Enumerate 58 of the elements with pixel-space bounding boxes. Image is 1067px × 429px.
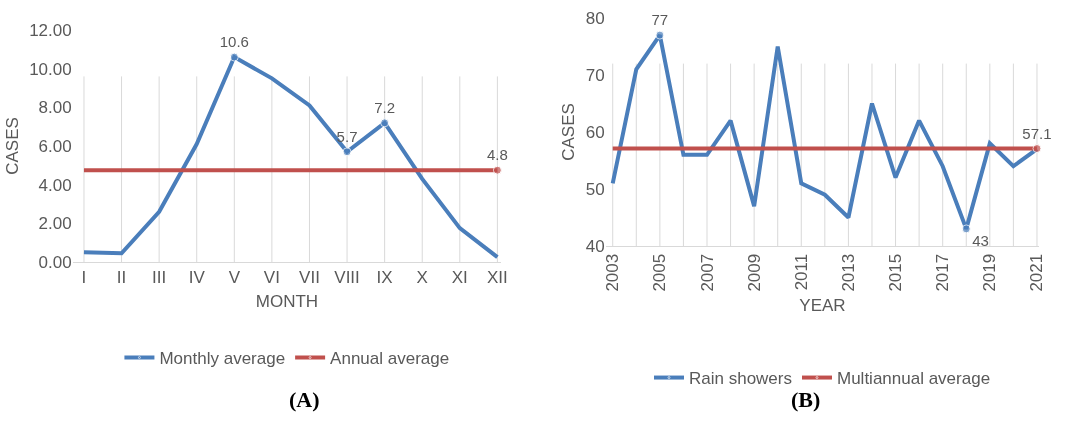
data-label: 43: [972, 232, 989, 250]
x-tick-label: 2005: [650, 253, 670, 292]
y-tick-label: 8.00: [38, 98, 72, 118]
point: [342, 147, 352, 157]
y-tick-label: 4.00: [38, 175, 72, 195]
point: [492, 165, 502, 175]
data-label: 57.1: [1022, 124, 1052, 142]
x-tick-label: IX: [376, 268, 393, 288]
point: [961, 224, 971, 234]
x-tick-label: 2007: [697, 253, 717, 292]
legend-label: Monthly average: [159, 349, 286, 369]
x-tick-label: VIII: [334, 268, 360, 288]
text: (A): [289, 387, 320, 412]
y-tick-label: 50: [585, 179, 605, 199]
text: (B): [791, 387, 821, 412]
x-tick-label: V: [228, 268, 241, 288]
x-tick-label: I: [81, 268, 87, 288]
x-tick-label: 2013: [838, 253, 858, 292]
x-tick-label: XI: [451, 268, 468, 288]
x-tick-label: 2003: [603, 253, 623, 292]
x-tick-label: IV: [188, 268, 206, 288]
y-tick-label: 0.00: [38, 252, 72, 272]
y-tick-label: 80: [585, 8, 605, 28]
x-tick-label: VI: [263, 268, 280, 288]
data-label: 7.2: [374, 99, 396, 117]
x-axis-title: YEAR: [799, 296, 846, 316]
x-axis-title: MONTH: [255, 291, 319, 311]
y-tick-label: 12.00: [29, 20, 72, 40]
data-label: 5.7: [336, 128, 358, 146]
data-label: 4.8: [486, 146, 508, 164]
point: [380, 118, 390, 128]
x-tick-label: 2009: [744, 253, 764, 292]
y-axis-title: CASES: [559, 103, 579, 161]
y-tick-label: 6.00: [38, 136, 72, 156]
legend-label: Multiannual average: [836, 369, 991, 389]
y-tick-label: 40: [585, 236, 605, 256]
x-tick-label: 2019: [980, 253, 1000, 292]
legend-label: Annual average: [330, 349, 450, 369]
x-tick-label: X: [416, 268, 428, 288]
y-tick-label: 60: [585, 122, 605, 142]
point: [229, 52, 239, 62]
data-label: 10.6: [219, 33, 249, 51]
x-tick-label: 2021: [1027, 253, 1047, 292]
x-tick-label: II: [116, 268, 127, 288]
point: [655, 30, 665, 40]
point: [1032, 144, 1042, 154]
y-tick-label: 70: [585, 65, 605, 85]
x-tick-label: 2011: [791, 253, 811, 291]
data-label: 77: [651, 11, 669, 29]
x-tick-label: 2017: [933, 253, 953, 292]
y-axis-title: CASES: [2, 117, 22, 175]
x-tick-label: 2015: [886, 253, 906, 292]
y-tick-label: 2.00: [38, 214, 72, 234]
legend-label: Rain showers: [688, 369, 792, 389]
y-tick-label: 10.00: [29, 59, 72, 79]
x-tick-label: III: [152, 268, 167, 288]
x-tick-label: VII: [299, 268, 320, 288]
x-tick-label: XII: [486, 268, 508, 288]
